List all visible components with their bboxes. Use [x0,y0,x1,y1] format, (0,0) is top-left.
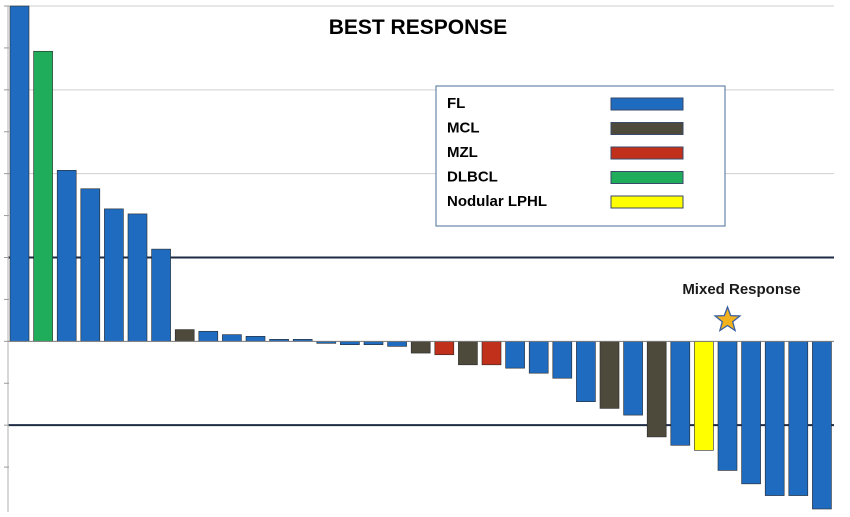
bar-32 [741,341,761,485]
bar-10 [222,334,242,342]
bar-21 [481,341,502,366]
bar-27 [623,341,643,416]
bar-18 [410,341,431,354]
legend-label: MZL [447,144,478,161]
bar-4 [80,188,101,342]
bar-7 [151,248,171,342]
legend-swatch [610,195,684,209]
bar-30 [694,341,714,451]
legend-label: DLBCL [447,169,498,186]
legend-swatch [610,97,684,111]
bar-25 [576,341,596,402]
annotations: Mixed Response [682,281,801,332]
bar-31 [717,341,738,471]
bar-34 [788,341,809,496]
bars [8,5,834,510]
bar-17 [387,341,407,347]
bar-3 [56,170,77,342]
bar-15 [340,341,360,345]
legend-label: MCL [447,120,480,137]
bar-35 [812,341,832,510]
y-axis-ticks [4,5,9,468]
bar-22 [505,341,525,369]
bar-9 [198,330,219,342]
bar-16 [363,341,384,345]
legend-swatch [610,146,684,160]
bar-8 [174,329,195,342]
bar-23 [528,341,549,374]
bar-20 [458,341,478,366]
legend-label: FL [447,95,465,112]
legend-swatch [610,122,684,135]
bar-26 [599,341,620,409]
star-icon [713,305,742,332]
bar-33 [764,341,785,496]
bar-2 [33,50,53,342]
bar-5 [104,208,124,342]
bar-29 [670,341,691,446]
annotation-label: Mixed Response [682,281,800,298]
bar-1 [9,5,30,342]
bar-11 [245,336,266,342]
chart-title: BEST RESPONSE [329,16,508,39]
bar-6 [127,213,148,342]
bar-24 [552,341,573,379]
legend: FL MCL MZL DLBCL Nodular LPHL [435,85,726,227]
bar-28 [646,341,667,438]
legend-label: Nodular LPHL [447,193,547,210]
bar-19 [434,341,455,356]
legend-swatch [610,171,684,184]
